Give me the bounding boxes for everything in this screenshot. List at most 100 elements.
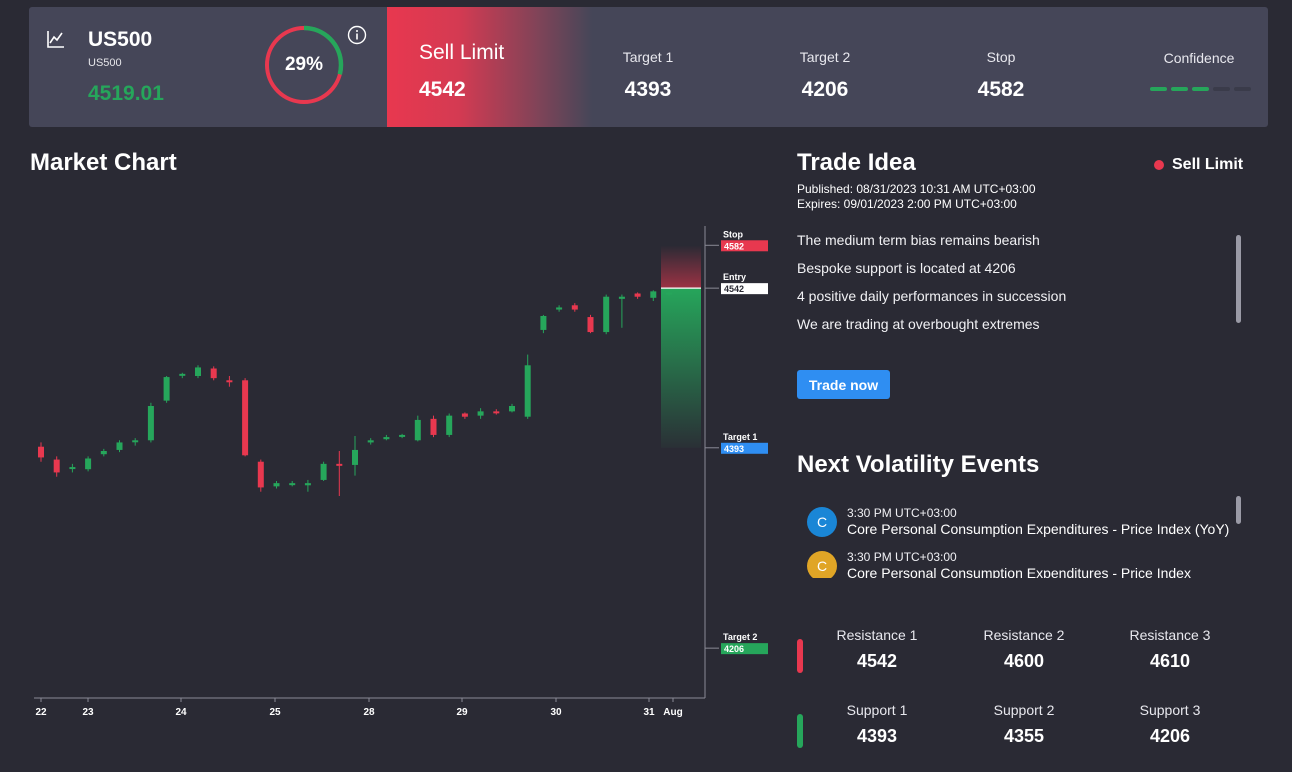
- resistance-3: Resistance 3 4610: [1105, 627, 1235, 672]
- line-chart-icon[interactable]: [46, 29, 66, 49]
- level-label: Target 1 4393: [705, 432, 768, 454]
- candle: [477, 408, 484, 419]
- confidence-segment: [1192, 87, 1209, 91]
- volatility-events-list[interactable]: C 3:30 PM UTC+03:00 Core Personal Consum…: [797, 500, 1237, 578]
- volatility-events-title: Next Volatility Events: [797, 451, 1040, 478]
- trade-idea-badge: Sell Limit: [1154, 156, 1243, 174]
- event-name: Core Personal Consumption Expenditures -…: [847, 565, 1191, 578]
- order-type: Sell Limit: [419, 41, 505, 64]
- candle: [352, 436, 358, 476]
- candle: [414, 415, 421, 442]
- list-item: We are trading at overbought extremes: [797, 316, 1040, 332]
- instrument-header: US500 US500 4519.01 29% Sell Limit 4542 …: [29, 7, 1268, 127]
- x-tick-label: 28: [363, 707, 375, 718]
- event-avatar: C: [807, 507, 837, 537]
- candle: [666, 291, 672, 296]
- target1-label: Target 1: [622, 49, 674, 65]
- candle: [336, 451, 343, 496]
- probability-gauge: [264, 25, 344, 105]
- level-value: 4393: [724, 444, 744, 454]
- market-chart[interactable]: Stop 4582 Entry 4542 Target 1 4393 Target 2 420…: [30, 220, 775, 725]
- candle: [618, 294, 625, 328]
- market-chart-title: Market Chart: [30, 149, 177, 176]
- resistance-3-label: Resistance 3: [1129, 627, 1211, 643]
- events-scrollbar[interactable]: [1236, 496, 1241, 524]
- stop-zone: [661, 245, 701, 289]
- candle: [524, 354, 531, 419]
- level-name: Stop: [723, 229, 743, 239]
- candle: [650, 290, 657, 301]
- level-label: Target 2 4206: [705, 632, 768, 655]
- resistance-2-label: Resistance 2: [983, 627, 1065, 643]
- support-1: Support 1 4393: [812, 702, 942, 747]
- resistance-2-value: 4600: [1003, 651, 1045, 671]
- target-zone: [661, 288, 701, 448]
- level-name: Target 2: [723, 632, 757, 642]
- event-avatar: C: [807, 551, 837, 578]
- list-item: The medium term bias remains bearish: [797, 232, 1040, 248]
- confidence-segment: [1234, 87, 1251, 91]
- resistance-1-label: Resistance 1: [836, 627, 918, 643]
- candle: [69, 463, 76, 473]
- candle: [556, 305, 563, 312]
- info-icon[interactable]: [347, 25, 367, 45]
- candle: [399, 433, 406, 439]
- candle: [273, 481, 280, 489]
- x-tick-label: 23: [82, 707, 94, 718]
- candle: [430, 415, 437, 438]
- level-label: Entry 4542: [705, 272, 768, 295]
- published-date: Published: 08/31/2023 10:31 AM UTC+03:00: [797, 182, 1036, 196]
- event-item[interactable]: C 3:30 PM UTC+03:00 Core Personal Consum…: [797, 500, 1237, 544]
- level-badge: [721, 283, 768, 295]
- order-box: Sell Limit 4542: [387, 7, 592, 127]
- candle: [367, 438, 374, 445]
- resistance-1-value: 4542: [856, 651, 898, 671]
- candle: [147, 402, 154, 443]
- level-name: Entry: [723, 272, 746, 282]
- support-indicator: [797, 714, 803, 748]
- confidence-meter: [1150, 87, 1251, 91]
- support-1-value: 4393: [856, 726, 898, 746]
- x-tick-label: 31: [643, 707, 655, 718]
- event-time: 3:30 PM UTC+03:00: [847, 506, 957, 520]
- resistance-indicator: [797, 639, 803, 673]
- candle: [461, 412, 468, 419]
- list-item: Bespoke support is located at 4206: [797, 260, 1016, 276]
- confidence-segment: [1213, 87, 1230, 91]
- support-3-value: 4206: [1149, 726, 1191, 746]
- resistance-3-value: 4610: [1149, 651, 1191, 671]
- probability-value: 29%: [284, 54, 324, 75]
- stop-value: 4582: [977, 78, 1025, 101]
- support-2: Support 2 4355: [959, 702, 1089, 747]
- x-tick-label: 30: [550, 707, 562, 718]
- x-tick-label: 25: [269, 707, 281, 718]
- support-levels: Support 1 4393 Support 2 4355 Support 3 …: [797, 702, 1237, 752]
- trade-idea-badge-label: Sell Limit: [1172, 156, 1244, 173]
- candle: [195, 365, 201, 379]
- confidence-label: Confidence: [1163, 50, 1235, 66]
- event-item[interactable]: C 3:30 PM UTC+03:00 Core Personal Consum…: [797, 544, 1237, 578]
- trade-now-button[interactable]: Trade now: [797, 370, 890, 399]
- candle: [38, 442, 44, 462]
- list-item: 4 positive daily performances in success…: [797, 288, 1067, 304]
- support-2-label: Support 2: [993, 702, 1055, 718]
- candle: [509, 403, 515, 413]
- support-2-value: 4355: [1003, 726, 1045, 746]
- trade-idea-scrollbar[interactable]: [1236, 235, 1241, 323]
- candle: [257, 459, 264, 492]
- candle: [587, 314, 594, 334]
- level-value: 4206: [724, 644, 744, 654]
- target2-value: 4206: [801, 78, 849, 101]
- candle: [100, 448, 107, 457]
- resistance-2: Resistance 2 4600: [959, 627, 1089, 672]
- candle: [210, 366, 217, 381]
- current-price: 4519.01: [88, 82, 164, 105]
- support-3-label: Support 3: [1139, 702, 1201, 718]
- event-name: Core Personal Consumption Expenditures -…: [847, 521, 1230, 537]
- entry-price: 4542: [419, 78, 466, 101]
- candle: [85, 456, 92, 472]
- candle: [116, 440, 123, 453]
- candle: [289, 481, 296, 487]
- candle: [242, 378, 249, 457]
- level-label: Stop 4582: [705, 229, 768, 252]
